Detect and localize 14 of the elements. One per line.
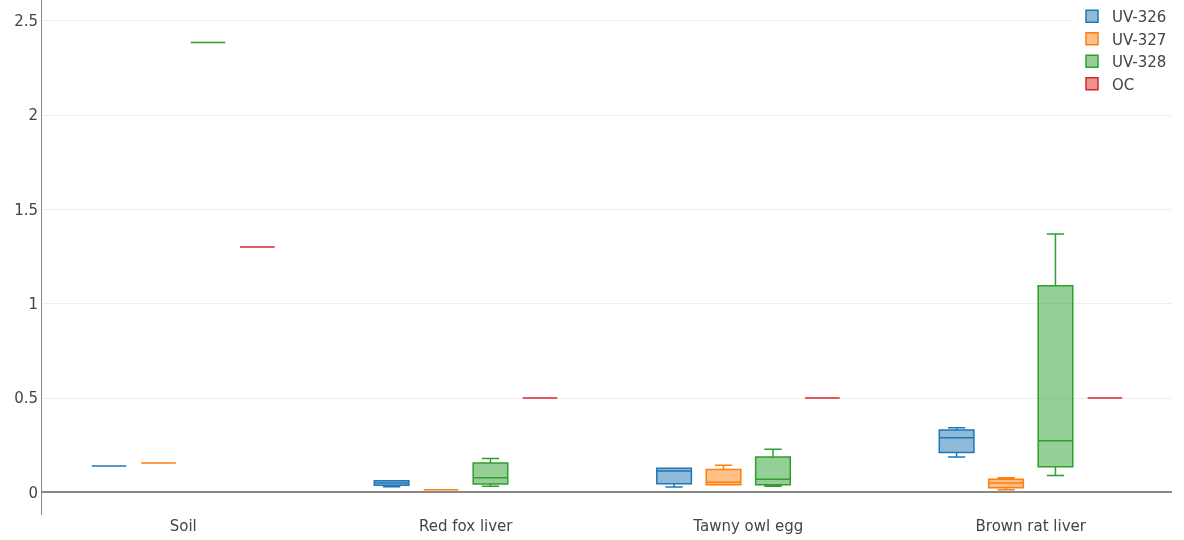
legend-label: UV-326 xyxy=(1112,8,1167,27)
y-tick-label: 2 xyxy=(28,106,38,125)
y-tick-label: 2.5 xyxy=(14,12,38,30)
x-tick-label: Red fox liver xyxy=(418,517,514,535)
y-tick-label: 1 xyxy=(28,294,38,313)
x-tick-label: Tawny owl egg xyxy=(692,517,804,535)
x-tick-label: Brown rat liver xyxy=(975,517,1087,535)
legend-label: UV-327 xyxy=(1112,30,1167,49)
legend-label: OC xyxy=(1112,75,1135,94)
y-tick-label: 1.5 xyxy=(14,200,38,219)
y-tick-label: 0.5 xyxy=(14,389,38,408)
x-tick-label: Soil xyxy=(169,517,197,535)
legend-label: UV-328 xyxy=(1112,53,1167,72)
y-tick-label: 0 xyxy=(28,483,38,502)
